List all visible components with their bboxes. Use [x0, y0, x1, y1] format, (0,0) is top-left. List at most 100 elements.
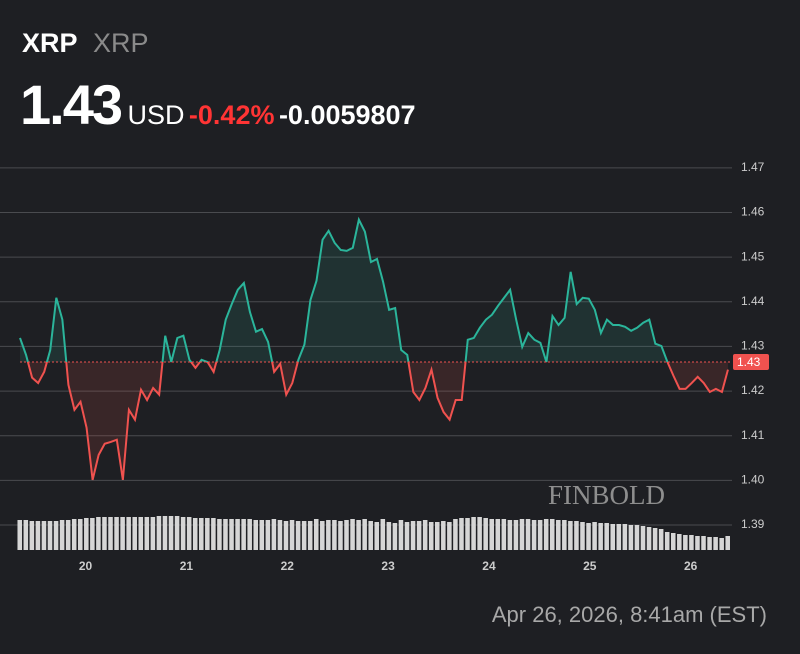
volume-bar — [441, 521, 446, 550]
volume-bar — [459, 518, 464, 550]
volume-bar — [386, 522, 392, 550]
asset-name: XRP — [93, 28, 149, 58]
volume-bar — [531, 520, 537, 550]
volume-bar — [156, 516, 162, 550]
volume-bar — [422, 520, 428, 550]
volume-bar — [489, 519, 494, 550]
plot: 1.39 1.40 1.41 1.42 1.43 1.44 1.45 1.46 1.47 20 21… — [0, 160, 769, 573]
volume-bar — [652, 528, 658, 550]
y-tick-label: 1.43 — [741, 339, 765, 353]
watermark: FINBOLD — [548, 480, 665, 510]
volume-bar — [144, 517, 150, 550]
volume-bar — [392, 523, 398, 550]
volume-bar — [507, 520, 513, 550]
volume-bar — [326, 520, 331, 550]
volume-bar — [289, 520, 295, 550]
volume-bar — [253, 520, 259, 550]
volume-bar — [108, 517, 113, 550]
volume-bar — [59, 520, 65, 550]
volume-bar — [501, 519, 507, 550]
volume-bar — [380, 519, 386, 550]
volume-bar — [695, 536, 700, 550]
y-tick-label: 1.44 — [741, 294, 765, 308]
volume-bar — [664, 532, 670, 550]
volume-bar — [477, 517, 482, 550]
volume-bar — [592, 522, 597, 550]
volume-bar — [17, 520, 23, 550]
y-tick-label: 1.47 — [741, 160, 765, 174]
volume-bar — [580, 522, 585, 550]
x-tick-label: 26 — [684, 559, 698, 573]
x-tick-label: 25 — [583, 559, 597, 573]
symbol: XRP — [22, 28, 78, 58]
volume-bar — [90, 518, 95, 550]
volume-bar — [77, 519, 83, 550]
volume-bar — [689, 535, 694, 550]
y-tick-label: 1.39 — [741, 517, 765, 531]
volume-bar — [495, 519, 501, 550]
volume-bar — [114, 517, 119, 550]
volume-bar — [295, 521, 301, 550]
volume-bar — [562, 520, 567, 550]
volume-bar — [483, 518, 488, 550]
volume-bar — [29, 521, 35, 550]
volume-bar — [174, 516, 180, 550]
volume-bar — [410, 521, 416, 550]
volume-bar — [404, 522, 410, 550]
x-tick-label: 21 — [180, 559, 194, 573]
y-tick-label: 1.46 — [741, 205, 765, 219]
volume-bar — [713, 537, 718, 550]
volume-bar — [634, 525, 640, 550]
volume-bar — [525, 519, 531, 550]
volume-bar — [313, 519, 319, 550]
volume-bar — [465, 518, 470, 550]
currency: USD — [127, 100, 184, 130]
volume-bar — [23, 520, 29, 550]
volume-bar — [47, 521, 53, 550]
volume-bar — [374, 522, 380, 550]
y-tick-label: 1.41 — [741, 428, 765, 442]
volume-bar — [719, 538, 724, 550]
volume-bar — [277, 520, 283, 550]
volume-bar — [247, 519, 252, 550]
change: -0.0059807 — [279, 100, 416, 130]
volume-bar — [320, 521, 325, 550]
volume-bar — [241, 519, 246, 550]
volume-bar — [398, 520, 404, 550]
volume-bar — [471, 517, 476, 550]
volume-bar — [453, 519, 458, 550]
area-below — [20, 362, 728, 480]
volume-bar — [53, 521, 59, 550]
volume-bar — [41, 521, 47, 550]
volume-bar — [96, 517, 101, 550]
volume-bar — [120, 517, 125, 550]
x-tick-label: 20 — [79, 559, 93, 573]
volume-bar — [598, 523, 603, 550]
volume-bar — [435, 522, 440, 550]
x-tick-label: 22 — [281, 559, 295, 573]
volume-bar — [180, 517, 186, 550]
volume-bar — [259, 520, 265, 550]
volume-bar — [356, 520, 361, 550]
price-line-down — [26, 362, 729, 481]
volume-bar — [126, 517, 131, 550]
volume-bar — [35, 521, 41, 550]
area-above — [20, 219, 668, 363]
volume-bar — [416, 521, 422, 550]
volume-bar — [138, 517, 144, 550]
volume-bar — [549, 519, 555, 550]
volume-bar — [186, 517, 192, 550]
volume-bar — [640, 526, 646, 550]
x-tick-label: 24 — [482, 559, 496, 573]
volume-bar — [586, 523, 591, 550]
volume-bar — [556, 520, 561, 550]
price-tag-label: 1.43 — [737, 355, 761, 369]
volume-bar — [71, 519, 77, 550]
volume-bar — [84, 518, 89, 550]
volume-bar — [350, 519, 355, 550]
volume-bar — [102, 517, 107, 550]
volume-bar — [344, 520, 349, 550]
volume-bar — [301, 521, 307, 550]
y-tick-label: 1.45 — [741, 249, 765, 263]
